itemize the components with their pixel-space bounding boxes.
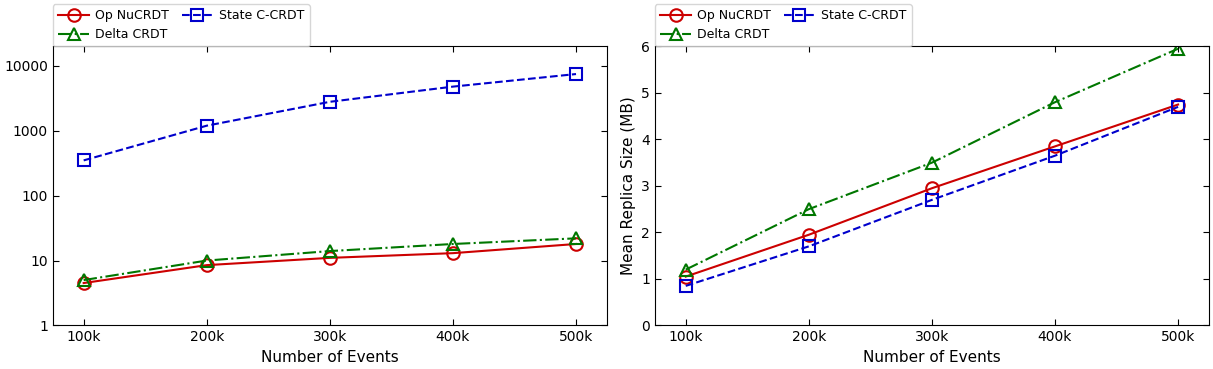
Legend: Op NuCRDT, Delta CRDT, State C-CRDT: Op NuCRDT, Delta CRDT, State C-CRDT [53, 4, 309, 46]
Legend: Op NuCRDT, Delta CRDT, State C-CRDT: Op NuCRDT, Delta CRDT, State C-CRDT [655, 4, 912, 46]
X-axis label: Number of Events: Number of Events [261, 350, 399, 365]
Y-axis label: Mean Replica Size (MB): Mean Replica Size (MB) [621, 97, 636, 275]
X-axis label: Number of Events: Number of Events [862, 350, 1001, 365]
